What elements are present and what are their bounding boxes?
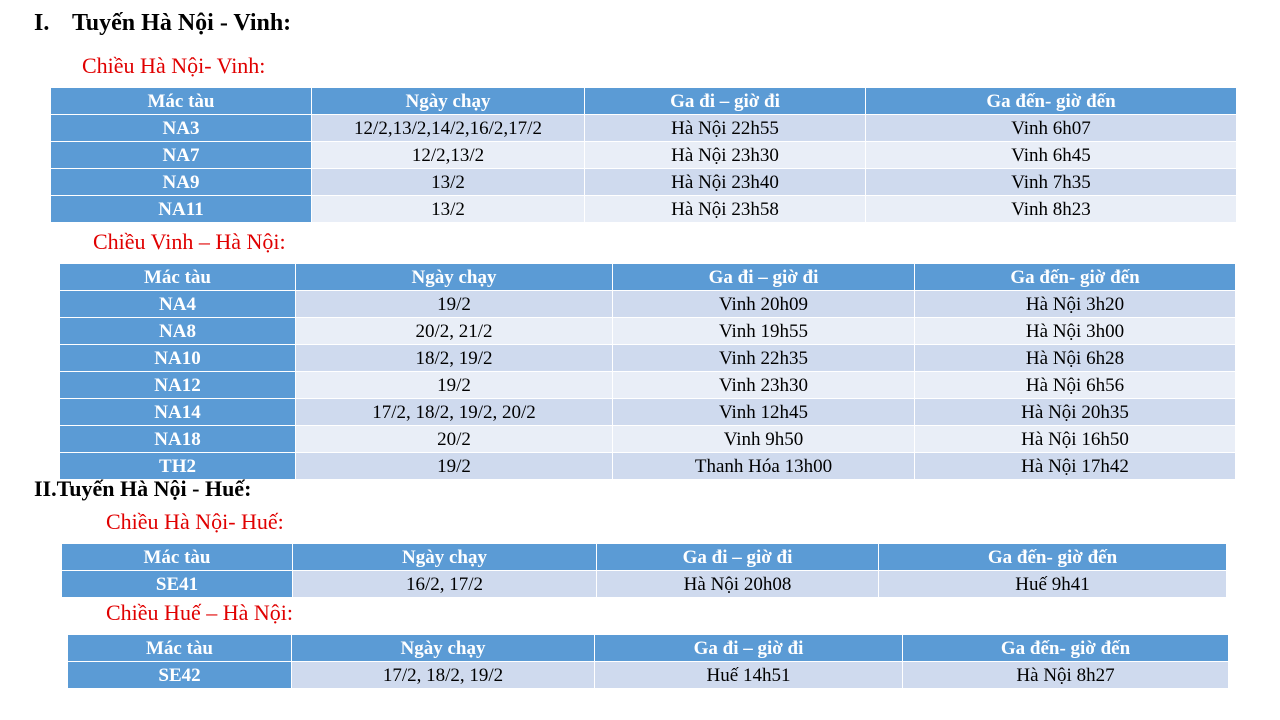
table-row: NA14 17/2, 18/2, 19/2, 20/2 Vinh 12h45 Hà N… [59, 398, 1236, 426]
run-dates: 20/2, 21/2 [295, 317, 613, 345]
train-code: SE41 [61, 570, 293, 598]
train-code: NA3 [50, 114, 312, 142]
header-train-code: Mác tàu [67, 634, 292, 662]
departure: Hà Nội 22h55 [584, 114, 866, 142]
direction-label-hanoi-vinh: Chiều Hà Nội- Vinh: [82, 53, 266, 78]
schedule-table-hanoi-vinh: Mác tàu Ngày chạy Ga đi – giờ đi Ga đến- gi… [50, 87, 1237, 223]
table-row: SE42 17/2, 18/2, 19/2 Huế 14h51 Hà Nội 8h27 [67, 661, 1229, 689]
train-code: NA11 [50, 195, 312, 223]
schedule-table-hanoi-hue: Mác tàu Ngày chạy Ga đi – giờ đi Ga đến- gi… [61, 543, 1227, 598]
header-arrival: Ga đến- giờ đến [902, 634, 1229, 662]
section-title-hanoi-vinh: I. Tuyến Hà Nội - Vinh: [34, 10, 291, 37]
header-departure: Ga đi – giờ đi [594, 634, 903, 662]
train-code: NA9 [50, 168, 312, 196]
run-dates: 17/2, 18/2, 19/2 [291, 661, 595, 689]
departure: Hà Nội 23h30 [584, 141, 866, 169]
train-code: NA18 [59, 425, 296, 453]
departure: Hà Nội 23h58 [584, 195, 866, 223]
header-departure: Ga đi – giờ đi [612, 263, 915, 291]
departure: Huế 14h51 [594, 661, 903, 689]
train-code: NA7 [50, 141, 312, 169]
run-dates: 12/2,13/2 [311, 141, 585, 169]
train-code: NA4 [59, 290, 296, 318]
run-dates: 19/2 [295, 290, 613, 318]
table-row: NA12 19/2 Vinh 23h30 Hà Nội 6h56 [59, 371, 1236, 399]
header-train-code: Mác tàu [50, 87, 312, 115]
schedule-table-hue-hanoi: Mác tàu Ngày chạy Ga đi – giờ đi Ga đến- gi… [67, 634, 1229, 689]
arrival: Hà Nội 16h50 [914, 425, 1236, 453]
table-header-row: Mác tàu Ngày chạy Ga đi – giờ đi Ga đến- gi… [59, 263, 1236, 291]
header-run-dates: Ngày chạy [295, 263, 613, 291]
departure: Vinh 23h30 [612, 371, 915, 399]
header-train-code: Mác tàu [59, 263, 296, 291]
arrival: Vinh 7h35 [865, 168, 1237, 196]
departure: Hà Nội 20h08 [596, 570, 879, 598]
arrival: Hà Nội 6h28 [914, 344, 1236, 372]
train-code: TH2 [59, 452, 296, 480]
schedule-table-vinh-hanoi: Mác tàu Ngày chạy Ga đi – giờ đi Ga đến- gi… [59, 263, 1236, 480]
train-code: NA12 [59, 371, 296, 399]
direction-label-hue-hanoi: Chiều Huế – Hà Nội: [106, 600, 293, 625]
departure: Hà Nội 23h40 [584, 168, 866, 196]
header-arrival: Ga đến- giờ đến [878, 543, 1227, 571]
table-header-row: Mác tàu Ngày chạy Ga đi – giờ đi Ga đến- gi… [61, 543, 1227, 571]
arrival: Hà Nội 3h00 [914, 317, 1236, 345]
arrival: Vinh 8h23 [865, 195, 1237, 223]
table-row: NA9 13/2 Hà Nội 23h40 Vinh 7h35 [50, 168, 1237, 196]
header-arrival: Ga đến- giờ đến [865, 87, 1237, 115]
table-row: NA10 18/2, 19/2 Vinh 22h35 Hà Nội 6h28 [59, 344, 1236, 372]
run-dates: 18/2, 19/2 [295, 344, 613, 372]
run-dates: 17/2, 18/2, 19/2, 20/2 [295, 398, 613, 426]
table-header-row: Mác tàu Ngày chạy Ga đi – giờ đi Ga đến- gi… [50, 87, 1237, 115]
run-dates: 16/2, 17/2 [292, 570, 597, 598]
run-dates: 13/2 [311, 168, 585, 196]
direction-label-hanoi-hue: Chiều Hà Nội- Huế: [106, 509, 284, 534]
departure: Vinh 19h55 [612, 317, 915, 345]
section-title-hanoi-hue: II.Tuyến Hà Nội - Huế: [34, 476, 252, 501]
section-number: I. [34, 10, 50, 36]
table-row: TH2 19/2 Thanh Hóa 13h00 Hà Nội 17h42 [59, 452, 1236, 480]
header-run-dates: Ngày chạy [311, 87, 585, 115]
table-row: NA8 20/2, 21/2 Vinh 19h55 Hà Nội 3h00 [59, 317, 1236, 345]
table-header-row: Mác tàu Ngày chạy Ga đi – giờ đi Ga đến- gi… [67, 634, 1229, 662]
section-title-text: Tuyến Hà Nội - Vinh: [72, 10, 292, 36]
train-code: NA10 [59, 344, 296, 372]
arrival: Hà Nội 17h42 [914, 452, 1236, 480]
run-dates: 19/2 [295, 371, 613, 399]
run-dates: 13/2 [311, 195, 585, 223]
run-dates: 20/2 [295, 425, 613, 453]
departure: Vinh 9h50 [612, 425, 915, 453]
arrival: Vinh 6h07 [865, 114, 1237, 142]
header-run-dates: Ngày chạy [291, 634, 595, 662]
table-row: NA18 20/2 Vinh 9h50 Hà Nội 16h50 [59, 425, 1236, 453]
train-code: NA14 [59, 398, 296, 426]
arrival: Hà Nội 6h56 [914, 371, 1236, 399]
run-dates: 12/2,13/2,14/2,16/2,17/2 [311, 114, 585, 142]
table-row: NA4 19/2 Vinh 20h09 Hà Nội 3h20 [59, 290, 1236, 318]
arrival: Huế 9h41 [878, 570, 1227, 598]
table-row: NA7 12/2,13/2 Hà Nội 23h30 Vinh 6h45 [50, 141, 1237, 169]
header-departure: Ga đi – giờ đi [584, 87, 866, 115]
header-train-code: Mác tàu [61, 543, 293, 571]
departure: Thanh Hóa 13h00 [612, 452, 915, 480]
arrival: Hà Nội 20h35 [914, 398, 1236, 426]
header-run-dates: Ngày chạy [292, 543, 597, 571]
departure: Vinh 12h45 [612, 398, 915, 426]
table-row: NA11 13/2 Hà Nội 23h58 Vinh 8h23 [50, 195, 1237, 223]
header-arrival: Ga đến- giờ đến [914, 263, 1236, 291]
table-row: SE41 16/2, 17/2 Hà Nội 20h08 Huế 9h41 [61, 570, 1227, 598]
direction-label-vinh-hanoi: Chiều Vinh – Hà Nội: [93, 229, 286, 254]
arrival: Vinh 6h45 [865, 141, 1237, 169]
arrival: Hà Nội 3h20 [914, 290, 1236, 318]
header-departure: Ga đi – giờ đi [596, 543, 879, 571]
train-code: NA8 [59, 317, 296, 345]
departure: Vinh 22h35 [612, 344, 915, 372]
run-dates: 19/2 [295, 452, 613, 480]
departure: Vinh 20h09 [612, 290, 915, 318]
arrival: Hà Nội 8h27 [902, 661, 1229, 689]
train-code: SE42 [67, 661, 292, 689]
table-row: NA3 12/2,13/2,14/2,16/2,17/2 Hà Nội 22h55 V… [50, 114, 1237, 142]
